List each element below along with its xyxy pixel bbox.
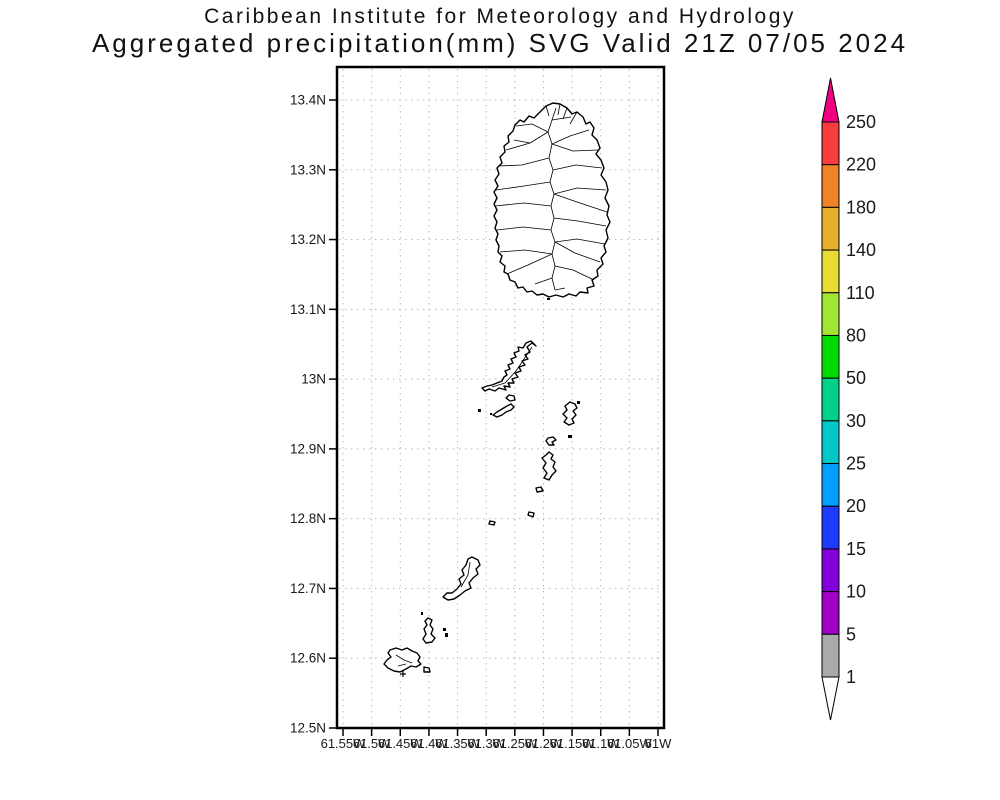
- lat-tick-label: 12.9N: [290, 441, 326, 456]
- colorbar-label: 50: [846, 368, 866, 388]
- island-mustique: [541, 451, 557, 481]
- island-battowia-baliceaux: [562, 401, 578, 426]
- lon-tick-label: 61.05W: [607, 736, 653, 751]
- lat-tick-label: 13.4N: [290, 93, 326, 108]
- islet-south-of-mustique: [535, 486, 544, 493]
- colorbar-legend: 250 220 180 140 110 80 50 30 25 20 15 10 5 1: [821, 77, 876, 721]
- colorbar-segment: [821, 548, 840, 593]
- island-palm: [423, 666, 431, 673]
- lat-tick-label: 12.5N: [290, 721, 326, 736]
- colorbar-segment: [821, 121, 840, 166]
- islet-ne-of-mustique: [568, 435, 572, 438]
- colorbar-upper-arrow: [821, 77, 840, 123]
- colorbar-segment: [821, 164, 840, 208]
- lon-tick-label: 61W: [645, 736, 672, 751]
- islands-layer: [383, 102, 611, 677]
- lon-tick-label: 61.3W: [467, 736, 505, 751]
- colorbar-segment: [821, 206, 840, 251]
- colorbar-lower-arrow: [821, 676, 840, 721]
- islands-tobago-cays: [443, 628, 448, 637]
- colorbar-segment: [821, 377, 840, 422]
- colorbar-segment: [821, 334, 840, 379]
- island-st-vincent: [493, 102, 611, 298]
- lat-tick-label: 12.6N: [290, 651, 326, 666]
- islet-young-island: [547, 298, 550, 300]
- st-vincent-watershed-boundaries: [494, 103, 608, 291]
- colorbar-label: 20: [846, 496, 866, 516]
- colorbar-label: 110: [846, 283, 875, 303]
- islet-near-quatre: [490, 413, 492, 415]
- axis-ticks: [329, 99, 659, 736]
- islet-north-of-mustique: [545, 436, 557, 446]
- colorbar-label: 180: [846, 197, 876, 217]
- colorbar-label: 250: [846, 112, 876, 132]
- lon-tick-label: 61.55W: [321, 736, 367, 751]
- lat-tick-label: 12.8N: [290, 511, 326, 526]
- islet-west-of-quatre: [478, 409, 481, 412]
- lon-tick-label: 61.45W: [378, 736, 424, 751]
- colorbar-label: 80: [846, 325, 866, 345]
- colorbar-segment: [821, 505, 840, 550]
- map-frame: [335, 65, 666, 730]
- bequia-ridge-line: [491, 346, 533, 388]
- union-ridge-lines: [395, 654, 413, 667]
- island-petit-canouan: [488, 520, 496, 526]
- lon-tick-label: 61.5W: [353, 736, 391, 751]
- island-isle-a-quatre: [492, 403, 515, 418]
- page-title: Caribbean Institute for Meteorology and …: [204, 5, 796, 28]
- colorbar-label: 10: [846, 582, 866, 602]
- colorbar-segment: [821, 292, 840, 336]
- lon-tick-label: 61.35W: [435, 736, 481, 751]
- lat-tick-label: 13N: [301, 372, 326, 387]
- page-subtitle: Aggregated precipitation(mm) SVG Valid 2…: [91, 28, 909, 58]
- colorbar-label: 15: [846, 539, 866, 559]
- colorbar-label: 220: [846, 155, 876, 175]
- lat-tick-label: 13.1N: [290, 302, 326, 317]
- canouan-ridge-line: [460, 561, 471, 588]
- colorbar-segment: [821, 420, 840, 465]
- lon-tick-label: 61.15W: [550, 736, 596, 751]
- island-petit-nevis: [505, 394, 516, 402]
- lon-tick-label: 61.4W: [410, 736, 448, 751]
- cross-marker-south-of-union: [400, 671, 406, 677]
- colorbar-segment: [821, 591, 840, 635]
- lon-tick-label: 61.25W: [492, 736, 538, 751]
- island-savan: [527, 511, 535, 518]
- islet-battowia-rock: [577, 401, 580, 404]
- lat-tick-label: 13.2N: [290, 232, 326, 247]
- colorbar-label: 5: [846, 624, 856, 644]
- lat-tick-label: 12.7N: [290, 581, 326, 596]
- island-union: [383, 647, 422, 673]
- colorbar-segment: [821, 633, 840, 678]
- colorbar-segment: [821, 249, 840, 294]
- colorbar-label: 1: [846, 667, 856, 687]
- colorbar-label: 25: [846, 454, 866, 474]
- lon-tick-label: 61.1W: [582, 736, 620, 751]
- lon-tick-label: 61.2W: [525, 736, 563, 751]
- lat-tick-label: 13.3N: [290, 162, 326, 177]
- island-canouan: [442, 556, 481, 601]
- island-mayreau: [422, 617, 436, 644]
- island-bequia: [481, 340, 537, 392]
- axis-labels: 61.55W61.5W61.45W61.4W61.35W61.3W61.25W6…: [290, 93, 672, 752]
- colorbar-label: 140: [846, 240, 876, 260]
- colorbar-label: 30: [846, 411, 866, 431]
- islet-north-of-mayreau: [421, 612, 423, 615]
- colorbar-segment: [821, 463, 840, 507]
